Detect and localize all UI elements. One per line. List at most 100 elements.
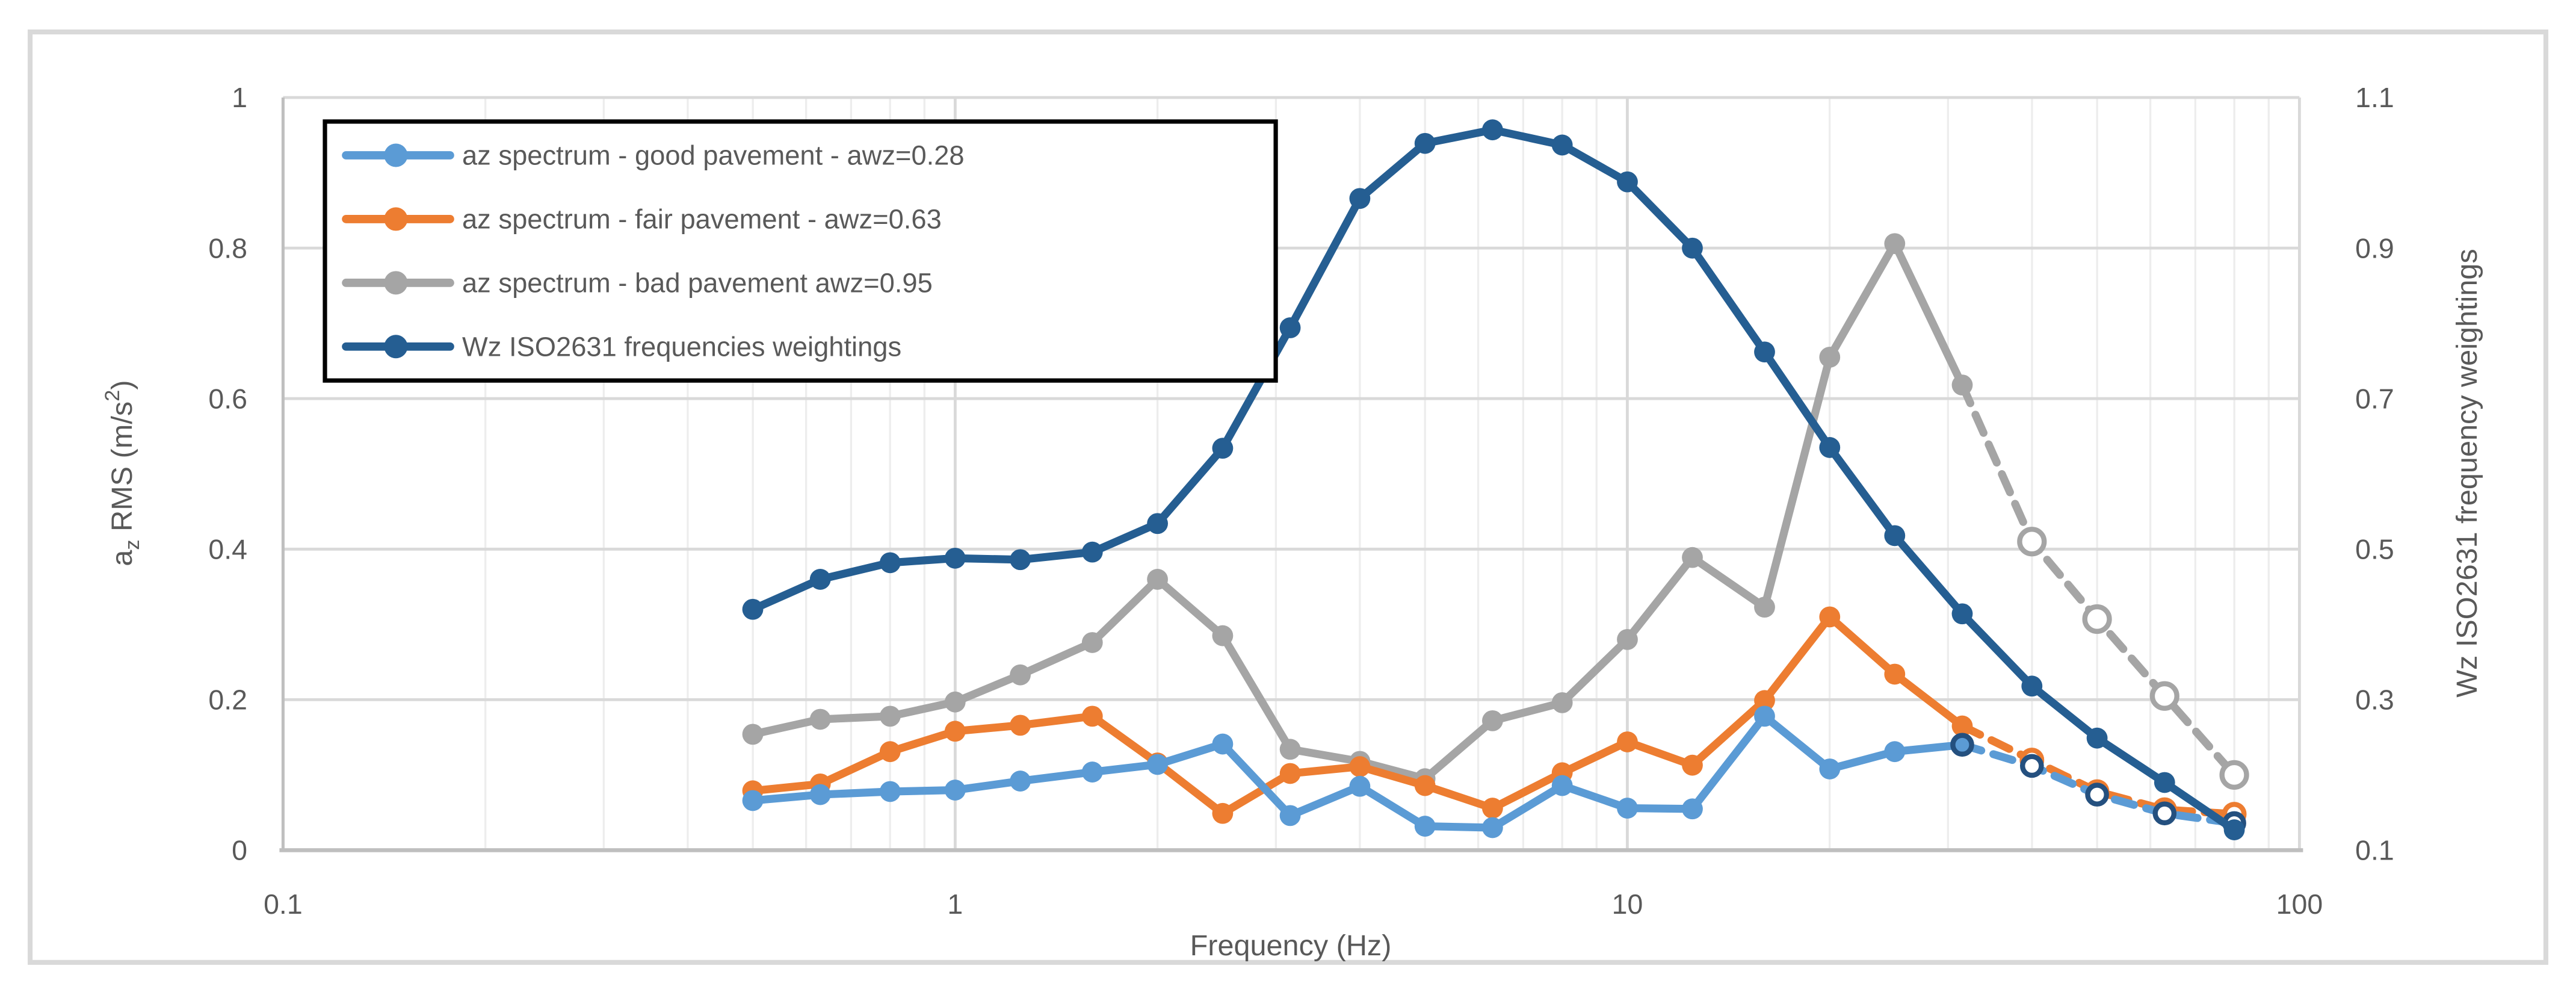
data-point [944,780,966,801]
data-point [1951,603,1973,625]
data-point [1081,632,1103,653]
data-point [1819,758,1841,780]
data-point [1081,705,1103,727]
data-point [809,708,831,730]
legend-marker-swatch [384,271,408,295]
data-point [1279,763,1301,784]
data-point [1819,437,1841,458]
data-point-open [2020,754,2044,778]
data-point [1414,816,1436,837]
data-point [1617,798,1638,819]
legend-item-fair: az spectrum - fair pavement - awz=0.63 [342,204,942,235]
axis-tick-labels: 1 0.8 0.6 0.4 0.2 0 1.1 0.9 0.7 0.5 0.3 0.1 0.1 1 10 10… [208,82,2394,920]
data-point-open [2017,527,2047,557]
y-right-tick-label: 0.7 [2355,383,2394,414]
data-point [809,784,831,805]
data-point-open [1950,733,1974,757]
y-left-tick-label: 0.6 [208,383,247,414]
data-point [1010,549,1031,571]
data-point [1349,756,1371,777]
data-point [1754,690,1775,711]
legend-label: az spectrum - good pavement - awz=0.28 [462,140,965,171]
y-right-tick-label: 0.3 [2355,684,2394,715]
x-tick-label: 100 [2276,888,2323,920]
data-point [1951,715,1973,737]
data-point [2021,675,2043,697]
data-point-open [2152,801,2177,826]
data-point [1884,741,1906,763]
data-point [1682,237,1703,259]
data-point [1682,547,1703,568]
data-point [1754,341,1775,363]
data-point [1414,132,1436,154]
data-point [1482,798,1503,819]
data-point [2223,819,2245,840]
legend-item-bad: az spectrum - bad pavement awz=0.95 [342,267,933,298]
y-left-axis-title-part: a [106,550,138,566]
data-point [2154,772,2175,793]
data-point [2086,727,2108,749]
data-point [1551,134,1573,156]
y-right-tick-label: 0.9 [2355,232,2394,264]
y-left-axis-title-part: ) [106,380,138,389]
data-point [879,552,901,574]
data-point [1147,569,1168,590]
y-right-axis-title: Wz ISO2631 frequency weightings [2451,249,2483,698]
data-point [1884,233,1906,255]
data-point [1754,597,1775,618]
data-point [1884,663,1906,685]
y-right-tick-label: 1.1 [2355,82,2394,113]
data-point [1212,438,1234,459]
data-point [1414,775,1436,796]
legend-box [323,119,1278,383]
x-tick-label: 10 [1612,888,1643,920]
data-point [1682,754,1703,776]
data-point [1617,628,1638,650]
legend-marker-swatch [384,207,408,231]
data-point [879,781,901,802]
y-right-tick-label: 0.5 [2355,534,2394,565]
x-tick-label: 0.1 [264,888,303,920]
data-point [1212,802,1234,824]
data-point [1951,374,1973,396]
data-point [879,705,901,727]
data-point [742,790,764,811]
data-point [1081,761,1103,783]
y-left-axis-title: az RMS (m/s2) [101,380,144,566]
data-point-open [2085,783,2109,807]
data-point [1551,775,1573,796]
data-point [1081,541,1103,563]
y-left-axis-title-part: RMS (m/s [106,401,138,539]
legend-marker-swatch [384,143,408,167]
data-point [879,741,901,763]
data-point [1482,119,1503,141]
data-point-open [2149,681,2179,711]
data-point [1682,798,1703,820]
series-wz [742,119,2245,840]
y-left-tick-label: 1 [232,82,247,113]
x-axis-title: Frequency (Hz) [1190,929,1392,962]
data-point [1212,625,1234,646]
chart-outer-border [28,29,2548,965]
data-point [1551,692,1573,713]
data-point [1754,705,1775,727]
legend-item-wz: Wz ISO2631 frequencies weightings [342,331,901,362]
legend-item-good: az spectrum - good pavement - awz=0.28 [342,140,965,171]
data-point [742,724,764,745]
data-point [1010,770,1031,792]
legend-marker-swatch [384,335,408,359]
data-point [1617,171,1638,193]
data-point-open [2082,604,2112,634]
data-point [1884,525,1906,547]
data-point [944,691,966,713]
y-right-tick-label: 0.1 [2355,835,2394,866]
data-point [944,547,966,569]
data-point [1819,347,1841,368]
data-point [1482,817,1503,839]
data-point [1279,317,1301,338]
y-left-tick-label: 0.8 [208,232,247,264]
legend-label: az spectrum - bad pavement awz=0.95 [462,267,933,298]
data-point [1212,733,1234,755]
